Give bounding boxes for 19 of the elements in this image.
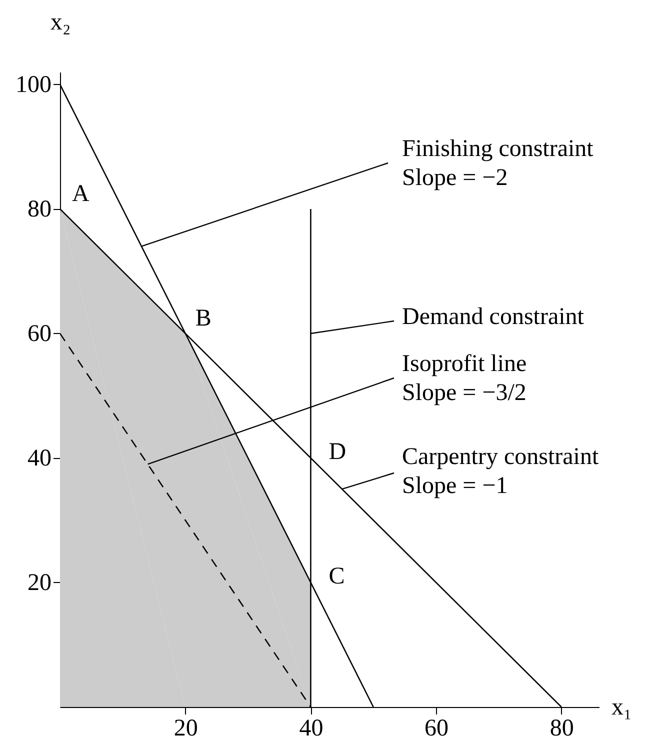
annotation: Isoprofit line Slope = −3/2: [402, 351, 527, 406]
x-tick-label: 20: [174, 716, 198, 742]
annotation: Demand constraint: [402, 304, 584, 330]
annotation: Finishing constraint Slope = −2: [402, 136, 594, 191]
annotation: Carpentry constraint Slope = −1: [402, 444, 599, 499]
x-tick-label: 60: [424, 716, 449, 742]
y-tick-label: 60: [28, 320, 52, 347]
annotation: A: [72, 180, 90, 207]
x-axis-title: x₁: [612, 694, 632, 720]
y-tick-label: 20: [28, 570, 52, 596]
annotation: B: [195, 305, 212, 332]
annotation: C: [328, 563, 345, 590]
y-tick-label: 100: [16, 72, 52, 98]
x-tick-label: 80: [550, 716, 574, 742]
x-tick-label: 40: [299, 716, 324, 742]
y-tick-label: 40: [28, 445, 52, 472]
y-axis-title: x₂: [50, 10, 71, 36]
annotation: D: [328, 438, 346, 465]
y-tick-label: 80: [28, 196, 52, 222]
